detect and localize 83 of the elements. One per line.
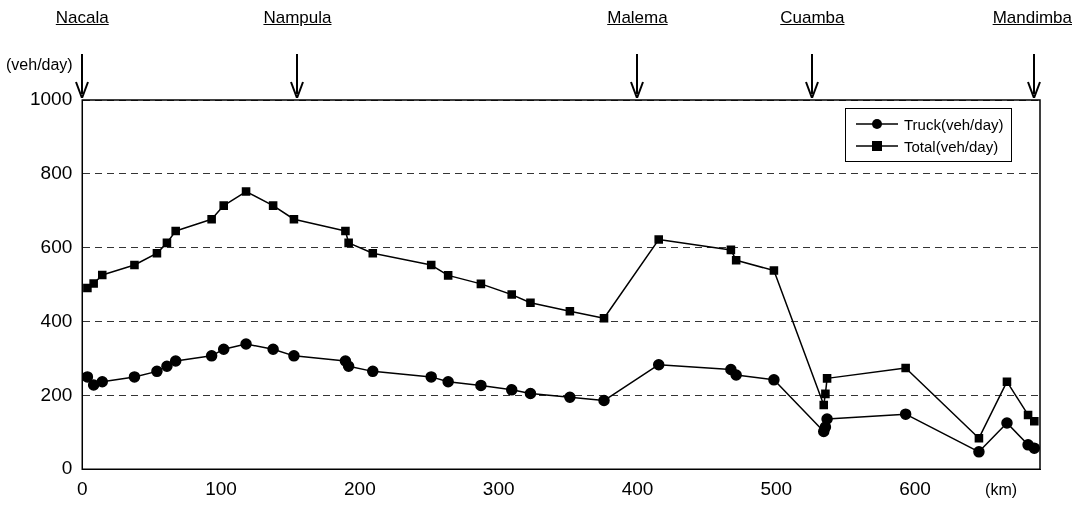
point	[769, 266, 779, 275]
point	[526, 298, 535, 307]
point	[268, 201, 278, 210]
x-tick-label: 100	[205, 477, 237, 499]
point	[730, 369, 742, 381]
point	[524, 387, 537, 400]
point	[1002, 377, 1012, 386]
y-axis-title: (veh/day)	[6, 56, 73, 74]
point	[241, 187, 251, 196]
point	[205, 350, 218, 362]
point	[443, 271, 453, 280]
point	[819, 400, 829, 410]
point	[442, 375, 454, 388]
x-tick-label: 300	[482, 477, 515, 499]
x-tick-label: 500	[760, 477, 793, 499]
text: Mandimba	[992, 8, 1072, 28]
point	[901, 363, 910, 373]
y-tick-label: 200	[40, 383, 73, 405]
point	[652, 358, 665, 371]
x-tick-label: 0	[76, 477, 88, 499]
point	[1030, 416, 1039, 426]
point	[565, 306, 575, 316]
point	[598, 394, 610, 407]
point	[82, 371, 94, 383]
point	[821, 413, 833, 425]
y-tick-label: 600	[40, 235, 73, 257]
point	[97, 270, 107, 280]
text: Malema	[607, 8, 668, 28]
legend-label: Truck(veh/day)	[904, 115, 1004, 133]
point	[564, 391, 576, 403]
y-tick-label: 400	[40, 309, 73, 331]
point	[161, 360, 173, 372]
point	[169, 355, 182, 367]
point	[1028, 442, 1040, 454]
point	[726, 245, 736, 255]
point	[219, 201, 228, 210]
point	[240, 338, 252, 350]
text: Nampula	[263, 8, 332, 28]
point	[507, 290, 517, 299]
point	[89, 279, 98, 288]
text: Nacala	[55, 8, 109, 28]
point	[599, 313, 609, 323]
point	[731, 255, 741, 265]
legend-label: Total(veh/day)	[904, 137, 999, 155]
point	[128, 371, 141, 383]
point	[341, 226, 350, 236]
text: Cuamba	[780, 8, 845, 28]
point	[973, 446, 985, 458]
point	[822, 374, 832, 383]
point	[368, 248, 378, 258]
point	[821, 389, 830, 399]
x-tick-label: 400	[621, 477, 654, 499]
point	[342, 360, 355, 372]
y-tick-label: 800	[40, 162, 73, 184]
y-tick-label: 0	[61, 457, 73, 479]
point	[505, 384, 518, 396]
point	[162, 238, 172, 248]
point	[476, 279, 486, 289]
point	[130, 260, 139, 270]
point	[152, 248, 162, 258]
point	[367, 365, 379, 378]
point	[475, 379, 487, 392]
point	[974, 433, 984, 443]
point	[288, 350, 300, 362]
point	[217, 343, 230, 355]
y-tick-label: 1000	[29, 88, 73, 110]
point	[344, 238, 353, 248]
point	[426, 260, 436, 270]
point	[899, 408, 912, 420]
point	[171, 226, 180, 236]
point	[289, 214, 299, 224]
point	[96, 375, 109, 388]
point	[425, 371, 437, 383]
x-tick-label: 200	[344, 477, 376, 499]
x-axis-title: (km)	[985, 481, 1018, 500]
x-tick-label: 600	[899, 477, 931, 499]
point	[87, 379, 100, 391]
point	[1001, 417, 1013, 429]
point	[207, 214, 216, 224]
point	[267, 343, 279, 355]
point	[151, 365, 163, 378]
point	[768, 374, 780, 386]
point	[654, 235, 663, 244]
